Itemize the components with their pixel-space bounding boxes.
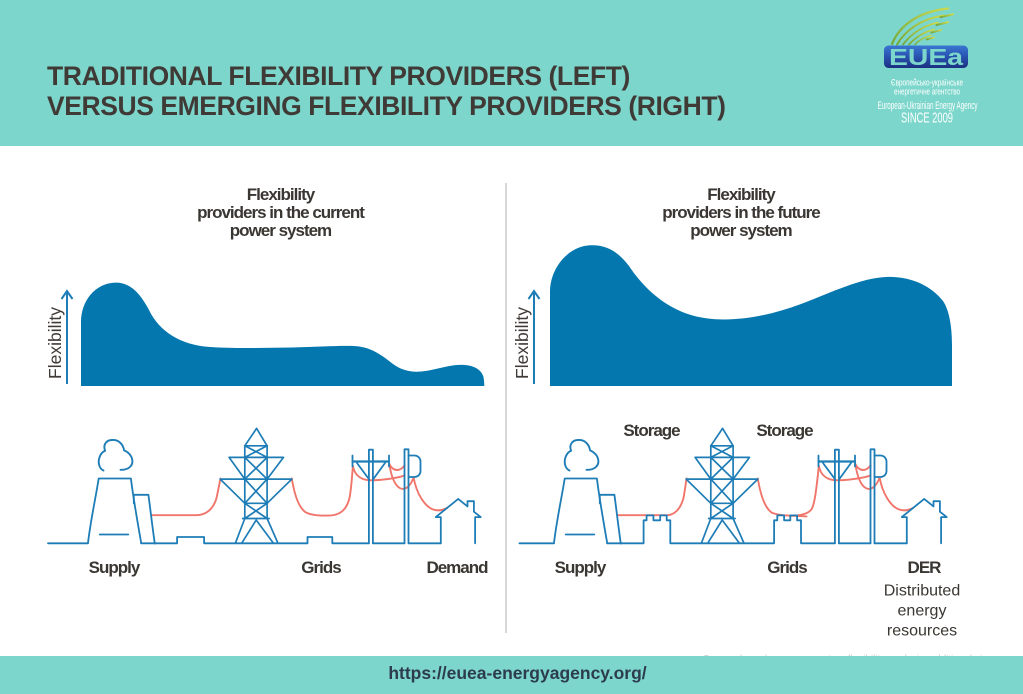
svg-text:Grids: Grids [767, 558, 807, 577]
svg-text:providers in the current: providers in the current [197, 203, 365, 222]
svg-text:power system: power system [230, 221, 332, 240]
svg-text:Distributed: Distributed [884, 583, 960, 600]
svg-text:Supply: Supply [89, 558, 141, 577]
svg-text:Grids: Grids [301, 558, 341, 577]
svg-text:power system: power system [690, 221, 792, 240]
svg-text:EUEa: EUEa [889, 44, 963, 70]
svg-text:Supply: Supply [555, 558, 607, 577]
svg-text:Storage: Storage [623, 421, 680, 440]
svg-text:енергетичне агентство: енергетичне агентство [894, 87, 960, 97]
svg-text:Flexibility: Flexibility [707, 185, 776, 204]
svg-text:providers in the future: providers in the future [662, 203, 820, 222]
svg-text:SINCE 2009: SINCE 2009 [901, 111, 953, 127]
svg-text:Storage: Storage [756, 421, 813, 440]
svg-text:DER: DER [908, 558, 942, 577]
svg-text:Flexibility: Flexibility [45, 307, 65, 379]
svg-text:resources: resources [887, 623, 957, 640]
svg-text:Flexibility: Flexibility [512, 307, 532, 379]
svg-text:Demand: Demand [426, 558, 488, 577]
svg-text:Європейсько-українське: Європейсько-українське [891, 78, 963, 88]
svg-text:Flexibility: Flexibility [247, 185, 316, 204]
svg-text:European-Ukrainian Energy Agen: European-Ukrainian Energy Agency [878, 100, 978, 112]
svg-text:energy: energy [898, 603, 947, 620]
